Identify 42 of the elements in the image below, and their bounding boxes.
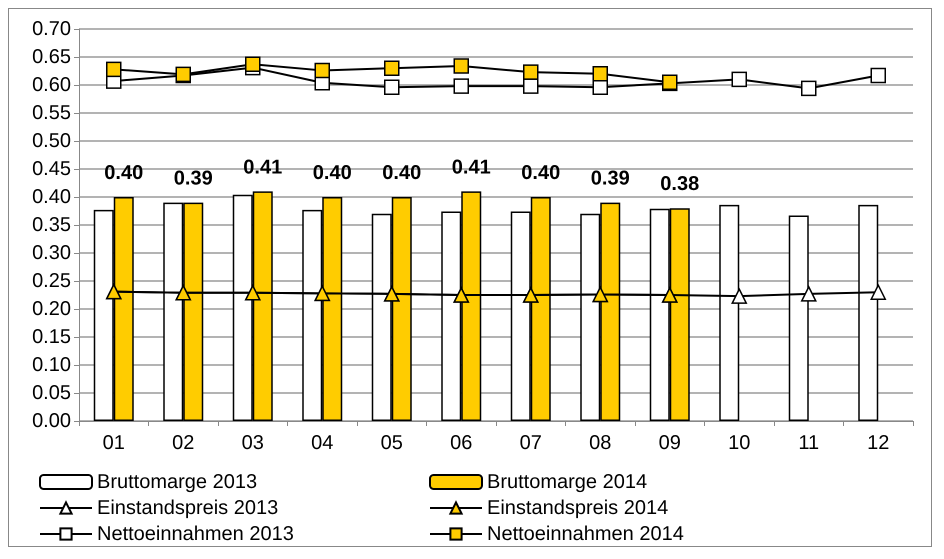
y-tick-label: 0.45 — [32, 158, 71, 180]
x-tick-label: 12 — [867, 432, 890, 454]
data-label: 0.39 — [590, 168, 630, 190]
y-tick-label: 0.35 — [32, 214, 71, 236]
data-label: 0.40 — [382, 162, 422, 184]
legend-label: Nettoeinnahmen 2014 — [487, 523, 684, 545]
y-tick-label: 0.55 — [32, 102, 71, 124]
x-tick-label: 04 — [311, 432, 334, 454]
y-tick-label: 0.50 — [32, 130, 71, 152]
y-tick-label: 0.00 — [32, 410, 71, 432]
x-tick-label: 01 — [102, 432, 125, 454]
data-label: 0.40 — [521, 162, 560, 184]
x-tick-label: 02 — [172, 432, 194, 454]
x-tick-label: 10 — [728, 432, 750, 454]
x-tick-label: 06 — [450, 432, 472, 454]
y-tick-label: 0.10 — [32, 354, 71, 376]
y-tick-label: 0.15 — [32, 326, 71, 348]
y-tick-label: 0.65 — [32, 46, 71, 68]
data-label: 0.41 — [243, 156, 282, 178]
data-label: 0.40 — [312, 162, 352, 184]
data-label: 0.38 — [660, 173, 700, 196]
data-label: 0.40 — [104, 162, 144, 184]
data-label: 0.39 — [174, 168, 213, 190]
y-tick-label: 0.40 — [32, 186, 71, 208]
legend-label: Einstandspreis 2013 — [97, 497, 278, 519]
x-tick-label: 11 — [798, 432, 820, 454]
x-tick-label: 07 — [520, 432, 542, 454]
y-tick-label: 0.20 — [32, 298, 71, 320]
y-tick-label: 0.30 — [32, 242, 71, 264]
x-tick-label: 03 — [242, 432, 264, 454]
x-tick-label: 09 — [658, 432, 681, 454]
y-tick-label: 0.05 — [32, 382, 71, 404]
x-tick-label: 08 — [589, 432, 612, 454]
y-tick-label: 0.60 — [32, 74, 71, 96]
y-tick-label: 0.70 — [32, 18, 71, 40]
data-label: 0.41 — [452, 156, 491, 178]
legend-label: Einstandspreis 2014 — [487, 497, 668, 519]
legend-label: Nettoeinnahmen 2013 — [97, 523, 294, 545]
y-tick-label: 0.25 — [32, 270, 71, 292]
legend-label: Bruttomarge 2014 — [487, 471, 648, 493]
legend-label: Bruttomarge 2013 — [97, 471, 258, 493]
x-tick-label: 05 — [380, 432, 403, 454]
